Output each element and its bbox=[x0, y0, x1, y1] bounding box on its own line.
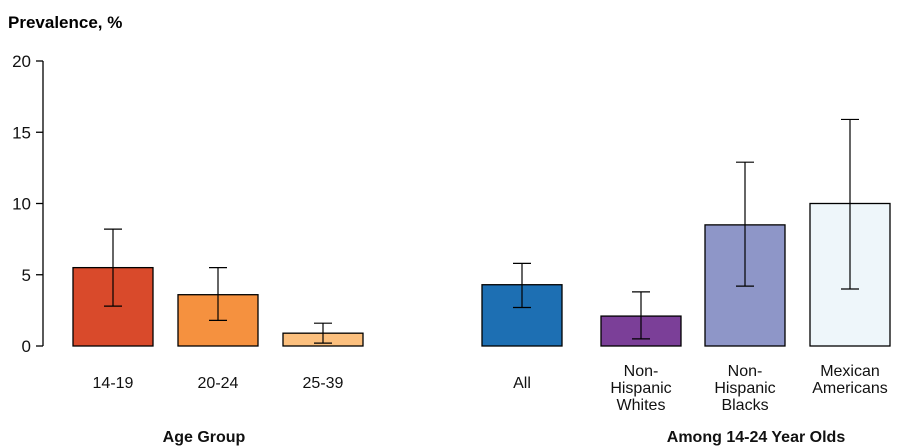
category-label: 20-24 bbox=[198, 375, 239, 392]
group-label: Age Group bbox=[163, 429, 246, 446]
y-tick-label: 5 bbox=[22, 266, 31, 285]
category-label: All bbox=[513, 375, 531, 392]
category-label: Hispanic bbox=[610, 380, 671, 397]
category-label: 25-39 bbox=[303, 375, 344, 392]
bars bbox=[72, 118, 891, 347]
category-label: Blacks bbox=[721, 397, 768, 414]
y-tick-label: 0 bbox=[22, 337, 31, 356]
category-label: Americans bbox=[812, 380, 888, 397]
y-tick-label: 20 bbox=[12, 52, 31, 71]
y-axis: 0 5 10 15 20 bbox=[12, 52, 44, 356]
category-label: Non- bbox=[624, 363, 659, 380]
y-axis-title: Prevalence, % bbox=[8, 13, 122, 32]
category-label: Mexican bbox=[820, 363, 880, 380]
y-tick-label: 10 bbox=[12, 195, 31, 214]
category-label: Non- bbox=[728, 363, 763, 380]
category-label: Hispanic bbox=[714, 380, 775, 397]
group-labels: Age Group Among 14-24 Year Olds bbox=[163, 429, 846, 446]
category-label: 14-19 bbox=[93, 375, 134, 392]
category-label: Whites bbox=[617, 397, 666, 414]
category-labels: 14-19 20-24 25-39 AllNon-HispanicWhitesNon-… bbox=[93, 363, 888, 414]
group-label: Among 14-24 Year Olds bbox=[667, 429, 846, 446]
y-tick-label: 15 bbox=[12, 123, 31, 142]
